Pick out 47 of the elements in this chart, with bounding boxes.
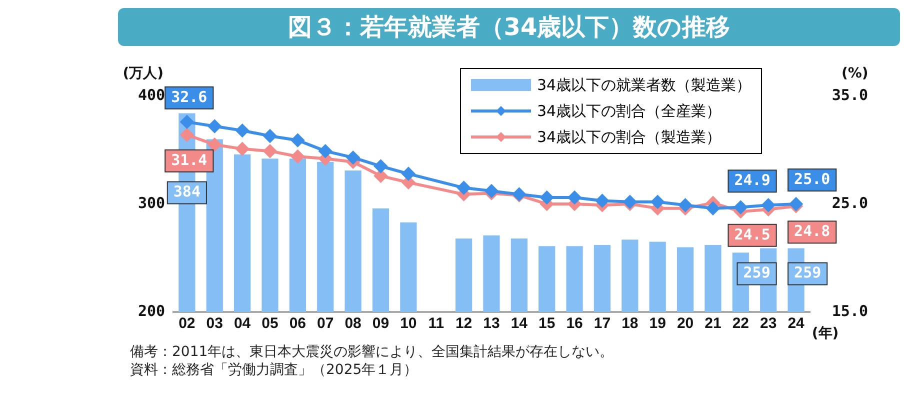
y2-tick-label: 35.0 <box>832 86 868 104</box>
x-tick-label: 10 <box>400 315 417 332</box>
x-tick-label: 20 <box>676 315 694 332</box>
x-tick-label: 06 <box>289 315 306 332</box>
y-tick-label: 200 <box>138 302 166 320</box>
y-axis-title: (万人) <box>122 66 164 82</box>
x-tick-label: 07 <box>317 315 334 332</box>
x-tick-label: 14 <box>510 315 528 332</box>
x-tick-label: 04 <box>234 315 252 332</box>
data-label: 259 <box>743 264 770 282</box>
data-label: 384 <box>173 182 200 201</box>
y-tick-label: 300 <box>138 194 166 212</box>
x-tick-label: 21 <box>704 315 722 332</box>
x-tick-label: 08 <box>344 315 362 332</box>
legend-label: 34歳以下の割合（全産業） <box>537 102 722 120</box>
x-tick-label: 19 <box>649 315 666 332</box>
data-label: 31.4 <box>171 150 208 169</box>
x-tick-label: 24 <box>788 315 806 332</box>
chart-title: 図３：若年就業者（34歳以下）数の推移 <box>118 8 900 46</box>
y2-tick-label: 15.0 <box>832 302 868 320</box>
x-tick-label: 02 <box>178 315 196 332</box>
x-tick-label: 15 <box>538 315 556 332</box>
text: 資料：総務省「労働力調査」（2025年１月） <box>130 361 419 379</box>
x-axis-title: (年) <box>812 326 839 342</box>
y2-axis-title: (%) <box>841 66 868 82</box>
x-tick-label: 16 <box>566 315 583 332</box>
x-tick-label: 22 <box>732 315 750 332</box>
x-tick-label: 05 <box>262 315 278 332</box>
x-tick-label: 17 <box>594 315 611 332</box>
data-label: 259 <box>794 264 822 282</box>
x-tick-label: 13 <box>483 315 500 332</box>
data-label: 24.8 <box>794 222 830 240</box>
x-tick-label: 11 <box>428 315 444 332</box>
y-tick-label: 400 <box>138 86 166 104</box>
y2-tick-label: 25.0 <box>832 194 868 212</box>
text: 備考：2011年は、東日本大震災の影響により、全国集計結果が存在しない。 <box>130 343 614 361</box>
x-tick-label: 23 <box>760 315 777 332</box>
x-tick-label: 18 <box>622 315 638 332</box>
data-label: 24.5 <box>734 225 770 244</box>
x-tick-label: 09 <box>372 315 390 332</box>
legend-label: 34歳以下の割合（製造業） <box>537 128 722 146</box>
x-tick-label: 12 <box>455 315 472 332</box>
x-tick-label: 03 <box>206 315 223 332</box>
data-label: 24.9 <box>734 170 770 189</box>
legend-label: 34歳以下の就業者数（製造業） <box>537 76 752 94</box>
data-label: 25.0 <box>794 170 830 188</box>
data-label: 32.6 <box>171 88 208 106</box>
